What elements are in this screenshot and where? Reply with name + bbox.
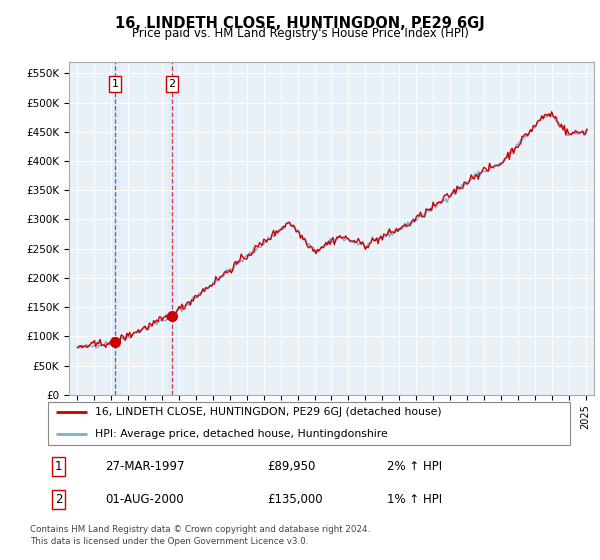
Text: Price paid vs. HM Land Registry's House Price Index (HPI): Price paid vs. HM Land Registry's House … [131, 27, 469, 40]
Text: 2% ↑ HPI: 2% ↑ HPI [388, 460, 442, 473]
Text: 2: 2 [55, 493, 62, 506]
Text: 1: 1 [112, 79, 118, 89]
FancyBboxPatch shape [48, 402, 570, 445]
Text: £89,950: £89,950 [267, 460, 316, 473]
Text: 27-MAR-1997: 27-MAR-1997 [106, 460, 185, 473]
Text: 1% ↑ HPI: 1% ↑ HPI [388, 493, 442, 506]
Text: 01-AUG-2000: 01-AUG-2000 [106, 493, 184, 506]
Text: £135,000: £135,000 [267, 493, 323, 506]
Text: 1: 1 [55, 460, 62, 473]
Text: 16, LINDETH CLOSE, HUNTINGDON, PE29 6GJ (detached house): 16, LINDETH CLOSE, HUNTINGDON, PE29 6GJ … [95, 408, 442, 417]
Text: 16, LINDETH CLOSE, HUNTINGDON, PE29 6GJ: 16, LINDETH CLOSE, HUNTINGDON, PE29 6GJ [115, 16, 485, 31]
Bar [110, 62, 119, 395]
Text: HPI: Average price, detached house, Huntingdonshire: HPI: Average price, detached house, Hunt… [95, 430, 388, 439]
Text: 2: 2 [169, 79, 176, 89]
Text: Contains HM Land Registry data © Crown copyright and database right 2024.
This d: Contains HM Land Registry data © Crown c… [30, 525, 370, 546]
Bar [168, 62, 176, 395]
